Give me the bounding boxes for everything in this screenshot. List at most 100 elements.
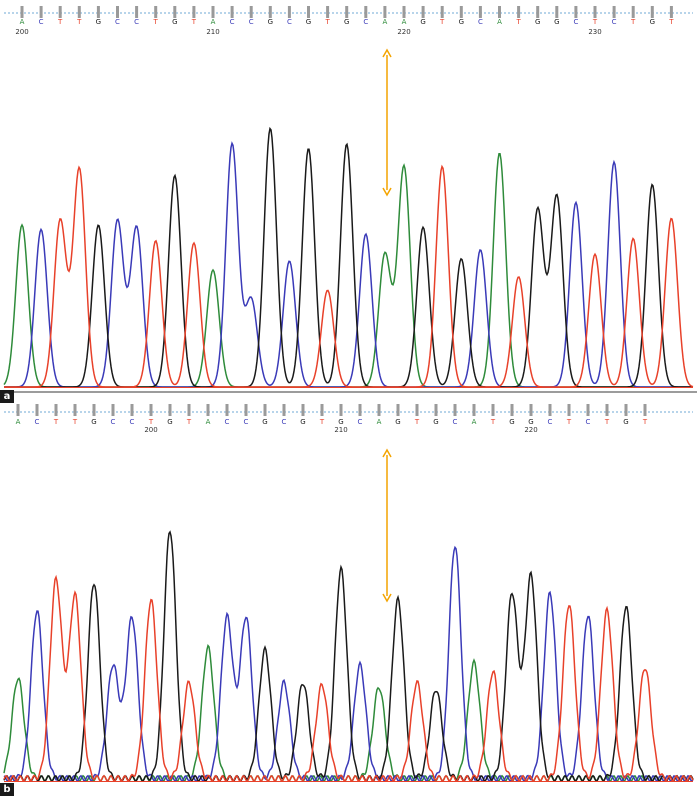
base-tick — [249, 6, 253, 18]
base-tick — [478, 6, 482, 18]
base-call-label: A — [497, 18, 502, 26]
base-tick — [268, 6, 272, 18]
base-tick — [111, 404, 115, 416]
base-call-label: G — [528, 418, 533, 426]
base-tick — [230, 6, 234, 18]
base-call-label: G — [96, 18, 101, 26]
base-tick — [593, 6, 597, 18]
base-tick — [225, 404, 229, 416]
base-call-label: C — [130, 418, 135, 426]
base-tick — [669, 6, 673, 18]
trace-T — [3, 574, 694, 783]
base-tick — [135, 6, 139, 18]
base-tick — [54, 404, 58, 416]
base-tick — [39, 6, 43, 18]
base-tick — [96, 6, 100, 18]
base-call-label: C — [612, 18, 617, 26]
base-call-label: G — [433, 418, 438, 426]
base-call-label: G — [338, 418, 343, 426]
base-tick — [130, 404, 134, 416]
base-call-label: T — [53, 418, 59, 426]
trace-T — [4, 164, 694, 388]
base-call-label: C — [573, 18, 578, 26]
base-call-label: C — [282, 418, 287, 426]
base-call-label: C — [134, 18, 139, 26]
base-call-label: T — [642, 418, 648, 426]
base-tick — [624, 404, 628, 416]
base-tick — [567, 404, 571, 416]
base-tick — [472, 404, 476, 416]
base-call-label: T — [604, 418, 610, 426]
base-call-label: C — [111, 418, 116, 426]
base-tick — [244, 404, 248, 416]
base-call-label: A — [402, 18, 407, 26]
base-call-label: T — [324, 18, 330, 26]
base-tick — [307, 6, 310, 18]
base-tick — [154, 6, 158, 18]
base-call-label: G — [554, 18, 559, 26]
base-call-label: C — [244, 418, 249, 426]
base-call-label: T — [57, 18, 63, 26]
base-tick — [364, 6, 368, 18]
base-tick — [377, 404, 381, 416]
base-tick — [612, 6, 616, 18]
base-tick — [58, 6, 62, 18]
base-tick — [574, 6, 578, 18]
base-tick — [529, 404, 533, 416]
base-tick — [35, 404, 39, 416]
base-call-label: A — [16, 418, 21, 426]
base-tick — [326, 6, 330, 18]
base-tick — [116, 6, 119, 18]
position-label: 210 — [206, 28, 219, 36]
position-label: 230 — [588, 28, 601, 36]
base-call-label: G — [172, 18, 177, 26]
base-tick — [586, 404, 590, 416]
base-call-label: C — [453, 418, 458, 426]
base-call-label: T — [186, 418, 192, 426]
base-tick — [402, 6, 406, 18]
base-tick — [631, 6, 635, 18]
base-call-label: C — [586, 418, 591, 426]
base-call-label: T — [566, 418, 572, 426]
position-label: 220 — [397, 28, 410, 36]
base-call-label: C — [249, 18, 254, 26]
trace-C — [3, 545, 694, 783]
base-call-label: C — [358, 418, 363, 426]
base-call-label: G — [459, 18, 464, 26]
base-tick — [491, 404, 495, 416]
base-call-label: G — [395, 418, 400, 426]
base-call-label: G — [650, 18, 655, 26]
base-tick — [168, 404, 172, 416]
arrow-head-down — [382, 593, 392, 603]
arrow-head-up — [382, 48, 392, 58]
panel-label-b: b — [0, 783, 14, 796]
base-tick — [536, 6, 540, 18]
base-tick — [415, 404, 419, 416]
base-tick — [510, 404, 514, 416]
base-tick — [192, 6, 196, 18]
base-call-label: G — [623, 418, 628, 426]
base-tick — [187, 404, 191, 416]
position-label: 200 — [144, 426, 157, 434]
base-tick — [20, 6, 24, 18]
trace-A — [3, 153, 693, 388]
base-call-label: T — [153, 18, 159, 26]
base-tick — [301, 404, 305, 416]
base-call-label: G — [509, 418, 514, 426]
base-call-label: T — [515, 18, 521, 26]
base-tick — [92, 404, 96, 416]
base-tick — [643, 404, 647, 416]
base-call-label: T — [72, 418, 78, 426]
base-call-label: A — [211, 18, 216, 26]
base-call-label: A — [20, 18, 25, 26]
base-call-label: G — [300, 418, 305, 426]
base-tick — [396, 404, 400, 416]
base-tick — [149, 404, 153, 416]
base-tick — [358, 404, 362, 416]
base-call-label: A — [206, 418, 211, 426]
base-tick — [73, 404, 77, 416]
base-tick — [421, 6, 425, 18]
trace-G — [3, 530, 694, 783]
